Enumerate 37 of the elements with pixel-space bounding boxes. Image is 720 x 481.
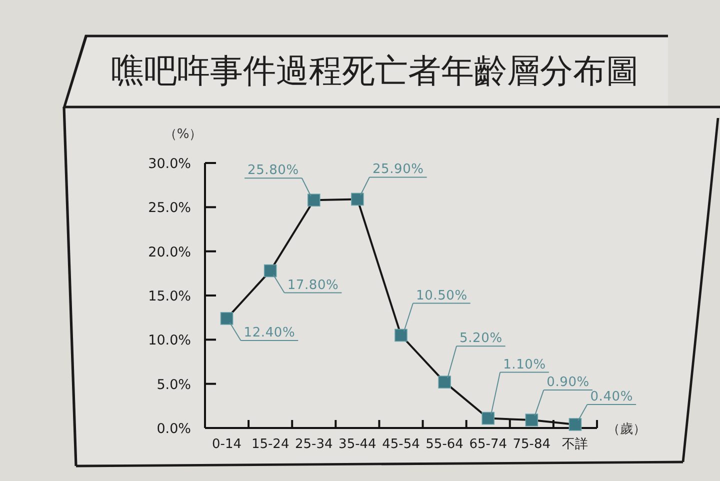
y-tick-label: 30.0% bbox=[148, 156, 192, 172]
y-tick-label: 0.0% bbox=[156, 421, 192, 437]
point bbox=[394, 328, 408, 342]
x-axis-title: （歲） bbox=[607, 422, 646, 437]
y-tick-label: 10.0% bbox=[148, 332, 192, 349]
data-label: 12.40% bbox=[244, 325, 296, 340]
title: 噍吧哖事件過程死亡者年齡層分布圖 bbox=[111, 51, 639, 90]
data-label: 0.40% bbox=[590, 389, 634, 404]
x-tick-label: 45-54 bbox=[382, 437, 420, 452]
point bbox=[307, 194, 320, 206]
y-tick-label: 20.0% bbox=[148, 244, 192, 260]
x-tick-label: 不詳 bbox=[562, 437, 588, 452]
x-tick-label: 55-64 bbox=[426, 437, 464, 452]
x-tick-label: 35-44 bbox=[338, 437, 376, 452]
x-tick-label: 75-84 bbox=[512, 437, 551, 452]
data-label: 25.90% bbox=[372, 162, 424, 178]
y-tick-label: 5.0% bbox=[156, 376, 192, 393]
x-tick-label: 0-14 bbox=[212, 437, 242, 452]
point bbox=[220, 312, 234, 325]
point bbox=[525, 414, 538, 426]
x-tick-label: 65-74 bbox=[469, 437, 507, 452]
point bbox=[482, 412, 495, 425]
point bbox=[264, 264, 277, 278]
x-tick-label: 25-34 bbox=[295, 437, 333, 452]
x-tick-label: 15-24 bbox=[251, 437, 290, 452]
y-tick-label: 15.0% bbox=[148, 288, 192, 304]
y-tick-label: 25.0% bbox=[148, 200, 192, 216]
data-label: 25.80% bbox=[248, 163, 299, 178]
data-label: 17.80% bbox=[287, 278, 339, 293]
point bbox=[568, 418, 582, 431]
data-label: 5.20% bbox=[460, 331, 502, 346]
data-label: 0.90% bbox=[546, 375, 590, 390]
data-label: 10.50% bbox=[416, 288, 468, 304]
data-label: 1.10% bbox=[503, 357, 546, 372]
y-axis-title: （%） bbox=[164, 127, 202, 142]
point bbox=[351, 192, 364, 206]
point bbox=[438, 376, 451, 388]
